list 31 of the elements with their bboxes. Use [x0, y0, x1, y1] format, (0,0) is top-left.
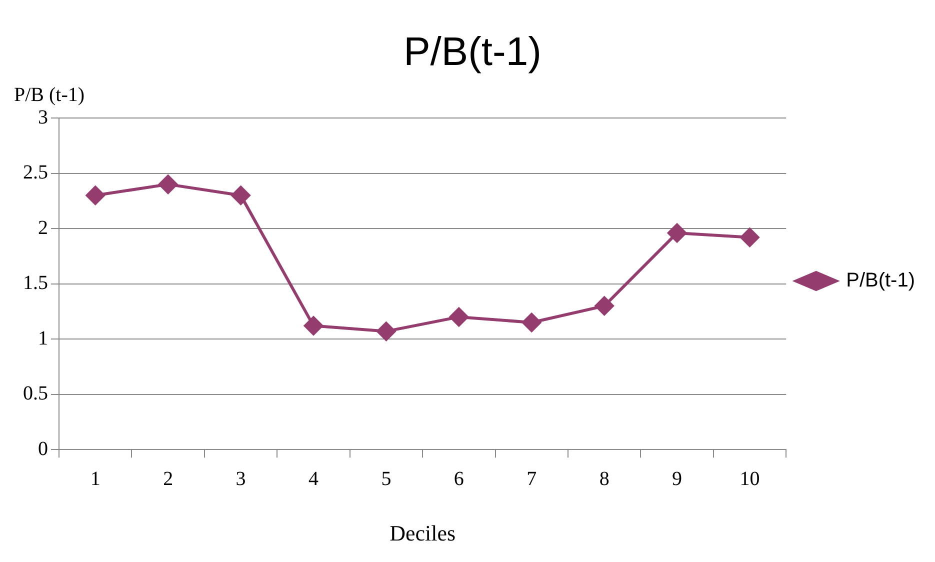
- point: [668, 223, 687, 242]
- x-tick-label: 3: [236, 468, 246, 490]
- y-tick-label: 2: [38, 216, 48, 239]
- point: [522, 312, 542, 332]
- x-tick-label: 10: [740, 468, 760, 490]
- x-tick-label: 7: [526, 468, 537, 490]
- point: [449, 307, 468, 326]
- point: [86, 186, 105, 205]
- legend-label: P/B(t-1): [846, 270, 916, 292]
- x-tick-label: 8: [599, 468, 610, 490]
- y-tick-label: 0.5: [23, 382, 48, 405]
- x-tick-label: 1: [90, 468, 100, 490]
- y-tick-label: 1: [38, 327, 48, 350]
- y-tick-label: 1.5: [23, 272, 48, 294]
- x-tick-label: 9: [672, 468, 682, 490]
- x-tick-label: 2: [163, 468, 174, 490]
- point: [158, 174, 178, 194]
- chart-title: P/B(t-1): [404, 30, 542, 74]
- y-tick-label: 3: [38, 106, 48, 128]
- x-axis-title: Deciles: [390, 520, 456, 546]
- point: [740, 228, 760, 247]
- point: [594, 296, 614, 316]
- point: [231, 186, 250, 205]
- point: [304, 316, 323, 336]
- y-tick-label: 2.5: [23, 162, 48, 184]
- y-axis-title: P/B (t-1): [14, 84, 85, 107]
- x-tick-label: 5: [381, 468, 392, 490]
- y-tick-label: 0: [38, 438, 48, 460]
- x-tick-label: 4: [308, 468, 318, 490]
- x-tick-label: 6: [454, 468, 464, 490]
- point: [376, 322, 396, 341]
